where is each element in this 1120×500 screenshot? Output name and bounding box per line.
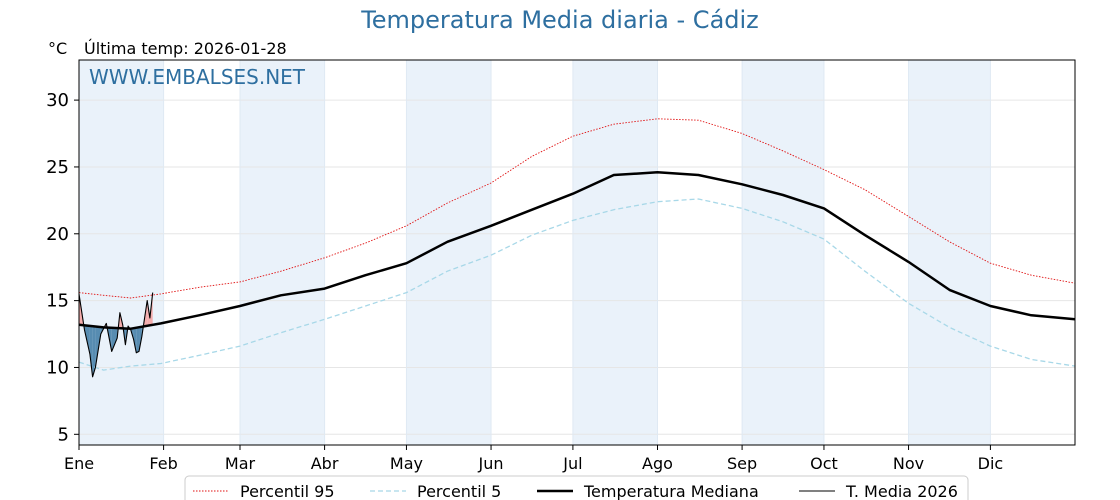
x-tick-label: Mar	[225, 454, 256, 473]
y-tick-label: 30	[46, 90, 69, 111]
percentile-95-line	[78, 118, 1076, 299]
below-median-fill	[89, 325, 93, 377]
percentile-5-line	[78, 198, 1076, 371]
y-axis: 5 10 15 20 25 30	[46, 90, 79, 445]
month-band	[572, 60, 658, 445]
chart-title: Temperatura Media diaria - Cádiz	[361, 6, 759, 34]
watermark-text: WWW.EMBALSES.NET	[89, 65, 306, 89]
legend-label: Percentil 5	[417, 482, 501, 500]
x-tick-label: Abr	[311, 454, 339, 473]
month-band	[908, 60, 991, 445]
x-tick-label: Jul	[562, 454, 582, 473]
month-bands	[79, 60, 991, 445]
month-band	[239, 60, 325, 445]
legend-label: Percentil 95	[240, 482, 335, 500]
x-tick-label: Feb	[149, 454, 177, 473]
plot-frame	[78, 59, 1076, 446]
grid-lines	[78, 60, 1075, 445]
x-tick-label: Dic	[978, 454, 1004, 473]
below-median-fill	[133, 327, 137, 353]
x-tick-label: Oct	[810, 454, 838, 473]
month-band	[79, 60, 164, 445]
y-tick-label: 25	[46, 157, 69, 178]
legend-label: Temperatura Mediana	[583, 482, 759, 500]
legend-label: T. Media 2026	[845, 482, 958, 500]
x-tick-label: Nov	[893, 454, 924, 473]
y-tick-label: 5	[58, 424, 69, 445]
y-tick-label: 10	[46, 357, 69, 378]
last-temp-label: Última temp: 2026-01-28	[84, 39, 287, 58]
legend: Percentil 95 Percentil 5 Temperatura Media…	[184, 475, 969, 500]
x-tick-label: Ago	[642, 454, 673, 473]
y-tick-label: 15	[46, 291, 69, 312]
y-unit-label: °C	[48, 39, 67, 58]
x-tick-label: Jun	[478, 454, 504, 473]
median-line	[78, 171, 1076, 330]
x-tick-label: Ene	[64, 454, 94, 473]
below-median-fill	[92, 326, 96, 377]
below-median-fill	[136, 327, 140, 353]
legend-box	[184, 475, 969, 500]
series-lines	[78, 118, 1076, 378]
month-band	[742, 60, 824, 445]
month-band	[406, 60, 492, 445]
current-year-line	[78, 292, 154, 378]
below-median-fill	[111, 327, 118, 352]
x-tick-label: Sep	[727, 454, 757, 473]
x-axis: Ene Feb Mar Abr May Jun Jul Ago Sep Oct Nov Dic	[64, 445, 1003, 473]
x-tick-label: May	[390, 454, 423, 473]
y-tick-label: 20	[46, 224, 69, 245]
